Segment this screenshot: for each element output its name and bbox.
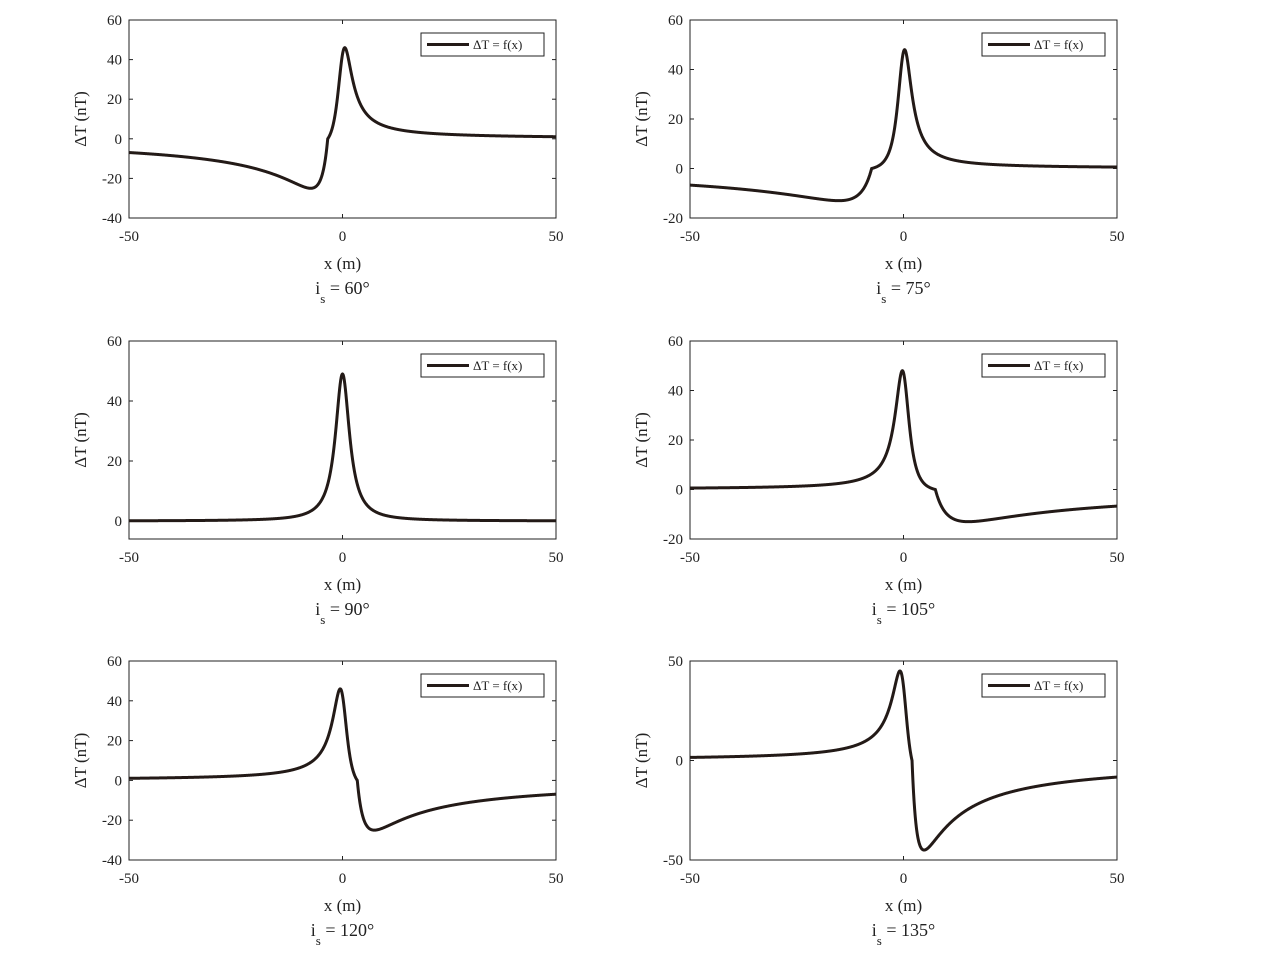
x-tick-label: -50: [680, 229, 700, 245]
panel-2: -20 0 20 40 60 -50 0 50 ΔT = f(x) x (m) ΔT (nT) is …: [632, 13, 1125, 306]
y-tick-label: -40: [102, 211, 122, 227]
legend-box: [981, 353, 1106, 378]
x-axis-label: x (m): [324, 575, 361, 594]
series-line: [129, 46, 556, 190]
y-tick-label: -40: [102, 853, 122, 869]
y-tick-label: 0: [115, 514, 123, 530]
x-tick-label: -50: [119, 229, 139, 245]
y-tick-label: 40: [668, 63, 683, 79]
series-line: [690, 669, 1117, 852]
series-line: [129, 372, 556, 523]
panel-caption: is = 60°: [315, 278, 369, 306]
y-tick-label: -20: [102, 813, 122, 829]
x-tick-label: 50: [1110, 871, 1125, 887]
x-tick-label: 50: [1110, 229, 1125, 245]
legend-label: ΔT = f(x): [1034, 358, 1083, 373]
panel-3: 0 20 40 60 -50 0 50 ΔT = f(x) x (m) ΔT (nT) is = 9…: [71, 334, 564, 627]
x-tick-label: 0: [900, 550, 908, 566]
x-tick-label: 50: [1110, 550, 1125, 566]
y-tick-label: 0: [676, 162, 684, 178]
x-tick-label: 50: [549, 229, 564, 245]
panel-caption: is = 90°: [315, 599, 369, 627]
legend-label: ΔT = f(x): [473, 37, 522, 52]
y-tick-label: -20: [663, 211, 683, 227]
panel-caption: is = 105°: [872, 599, 935, 627]
x-axis-label: x (m): [324, 896, 361, 915]
y-axis-label: ΔT (nT): [632, 91, 651, 146]
y-tick-label: 20: [107, 92, 122, 108]
legend-label: ΔT = f(x): [473, 358, 522, 373]
legend: ΔT = f(x): [420, 32, 545, 57]
legend: ΔT = f(x): [981, 673, 1106, 698]
y-tick-label: 40: [668, 384, 683, 400]
y-tick-label: 0: [676, 754, 684, 770]
y-tick-label: 20: [107, 734, 122, 750]
y-tick-label: 0: [115, 773, 123, 789]
x-tick-label: 0: [900, 871, 908, 887]
x-axis-label: x (m): [885, 896, 922, 915]
panel-4: -20 0 20 40 60 -50 0 50 ΔT = f(x) x (m) ΔT (nT) is …: [632, 334, 1125, 627]
legend-box: [420, 32, 545, 57]
legend-label: ΔT = f(x): [473, 678, 522, 693]
y-tick-label: 20: [107, 454, 122, 470]
x-axis-label: x (m): [885, 254, 922, 273]
legend-box: [981, 32, 1106, 57]
y-tick-label: 40: [107, 694, 122, 710]
x-tick-label: -50: [119, 550, 139, 566]
y-axis-label: ΔT (nT): [71, 91, 90, 146]
y-tick-label: 0: [676, 483, 684, 499]
legend-label: ΔT = f(x): [1034, 678, 1083, 693]
y-tick-label: 40: [107, 394, 122, 410]
y-tick-label: 40: [107, 53, 122, 69]
x-axis-label: x (m): [885, 575, 922, 594]
legend-label: ΔT = f(x): [1034, 37, 1083, 52]
panel-caption: is = 120°: [311, 920, 374, 948]
y-axis-label: ΔT (nT): [71, 412, 90, 467]
legend: ΔT = f(x): [981, 32, 1106, 57]
series-line: [690, 48, 1117, 203]
panel-1: -40 -20 0 20 40 60 -50 0 50 ΔT = f(x) x (m) ΔT (nT)…: [71, 13, 564, 306]
y-tick-label: 60: [668, 13, 683, 29]
series-line: [690, 369, 1117, 524]
panel-6: -50 0 50 -50 0 50 ΔT = f(x) x (m) ΔT (nT) is = 13…: [632, 654, 1125, 948]
legend-box: [420, 353, 545, 378]
y-axis-label: ΔT (nT): [632, 412, 651, 467]
y-tick-label: 50: [668, 654, 683, 670]
x-tick-label: 0: [900, 229, 908, 245]
x-tick-label: 0: [339, 229, 347, 245]
panel-caption: is = 135°: [872, 920, 935, 948]
legend: ΔT = f(x): [981, 353, 1106, 378]
x-tick-label: -50: [680, 550, 700, 566]
legend-box: [981, 673, 1106, 698]
panel-caption: is = 75°: [876, 278, 930, 306]
y-axis-label: ΔT (nT): [71, 733, 90, 788]
y-tick-label: 60: [107, 13, 122, 29]
legend: ΔT = f(x): [420, 353, 545, 378]
y-tick-label: -20: [102, 171, 122, 187]
y-tick-label: 60: [107, 654, 122, 670]
panel-5: -40 -20 0 20 40 60 -50 0 50 ΔT = f(x) x (m) ΔT (nT)…: [71, 654, 564, 948]
y-tick-label: 0: [115, 132, 123, 148]
y-tick-label: 60: [107, 334, 122, 350]
y-tick-label: -50: [663, 853, 683, 869]
x-tick-label: 50: [549, 871, 564, 887]
y-tick-label: 20: [668, 433, 683, 449]
series-line: [129, 687, 556, 832]
x-tick-label: 0: [339, 871, 347, 887]
x-tick-label: -50: [119, 871, 139, 887]
y-tick-label: -20: [663, 532, 683, 548]
x-tick-label: 0: [339, 550, 347, 566]
x-tick-label: -50: [680, 871, 700, 887]
y-tick-label: 60: [668, 334, 683, 350]
y-axis-label: ΔT (nT): [632, 733, 651, 788]
x-tick-label: 50: [549, 550, 564, 566]
y-tick-label: 20: [668, 112, 683, 128]
x-axis-label: x (m): [324, 254, 361, 273]
legend-box: [420, 673, 545, 698]
legend: ΔT = f(x): [420, 673, 545, 698]
